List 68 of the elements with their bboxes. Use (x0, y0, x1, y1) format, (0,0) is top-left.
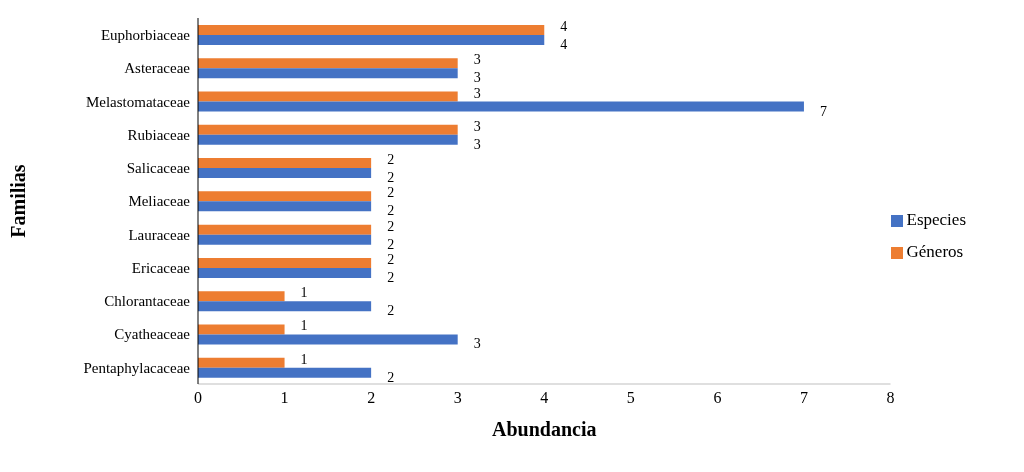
bar (198, 134, 458, 145)
data-label: 3 (473, 70, 481, 86)
y-tick-label: Meliaceae (128, 193, 191, 210)
legend-label: Especies (906, 210, 966, 229)
bar (198, 357, 285, 368)
bar (198, 267, 372, 278)
data-label: 4 (560, 18, 568, 34)
x-tick-label: 0 (194, 389, 202, 407)
bar (198, 25, 545, 35)
x-tick-label: 5 (626, 389, 635, 407)
bar (198, 91, 458, 102)
x-tick-label: 6 (713, 389, 722, 407)
legend-label: Géneros (906, 242, 964, 261)
bar (198, 224, 372, 235)
bar (198, 158, 372, 169)
data-label: 3 (473, 52, 481, 68)
y-tick-label: Pentaphylacaceae (83, 359, 191, 376)
data-label: 4 (560, 36, 568, 52)
y-tick-label: Salicaceae (126, 160, 191, 177)
data-label: 2 (387, 152, 395, 168)
bar (198, 301, 372, 312)
data-label: 2 (387, 203, 395, 219)
x-tick-label: 4 (540, 389, 549, 407)
data-label: 2 (387, 251, 395, 267)
bar (198, 35, 545, 45)
y-tick-label: Melastomataceae (85, 93, 191, 110)
x-tick-label: 2 (367, 389, 376, 407)
data-label: 1 (300, 285, 308, 301)
y-tick-label: Ericaceae (131, 259, 191, 276)
data-label: 2 (387, 236, 395, 252)
data-label: 2 (387, 303, 395, 319)
bar (198, 234, 372, 245)
x-tick-label: 3 (453, 389, 462, 407)
data-label: 3 (473, 118, 481, 134)
data-label: 1 (300, 351, 308, 367)
data-label: 3 (473, 136, 481, 152)
bar (198, 58, 458, 69)
x-tick-label: 1 (280, 389, 289, 407)
y-axis-title: Familias (7, 164, 30, 238)
data-label: 3 (473, 336, 481, 352)
bar (198, 291, 285, 302)
bar (198, 191, 372, 202)
bar (198, 257, 372, 268)
bar (198, 124, 458, 135)
data-label: 3 (473, 85, 481, 101)
data-label: 2 (387, 170, 395, 186)
x-tick-label: 8 (886, 389, 895, 407)
x-tick-label: 7 (799, 389, 808, 407)
bar (198, 367, 372, 378)
bar (198, 201, 372, 212)
bar (198, 324, 285, 335)
bar (198, 168, 372, 179)
data-label: 2 (387, 218, 395, 234)
bar (198, 101, 804, 112)
data-label: 2 (387, 269, 395, 285)
y-tick-label: Cyatheaceae (114, 326, 191, 343)
data-label: 7 (819, 103, 827, 119)
y-tick-label: Euphorbiaceae (100, 26, 191, 43)
y-tick-label: Rubiaceae (127, 126, 191, 143)
bar (198, 334, 458, 345)
data-label: 1 (300, 318, 308, 334)
bar (198, 68, 458, 79)
x-axis-title: Abundancia (492, 418, 597, 440)
y-tick-label: Chlorantaceae (104, 293, 191, 310)
data-label: 2 (387, 369, 395, 385)
y-tick-label: Asteraceae (124, 60, 191, 77)
data-label: 2 (387, 185, 395, 201)
y-tick-label: Lauraceae (128, 226, 191, 243)
